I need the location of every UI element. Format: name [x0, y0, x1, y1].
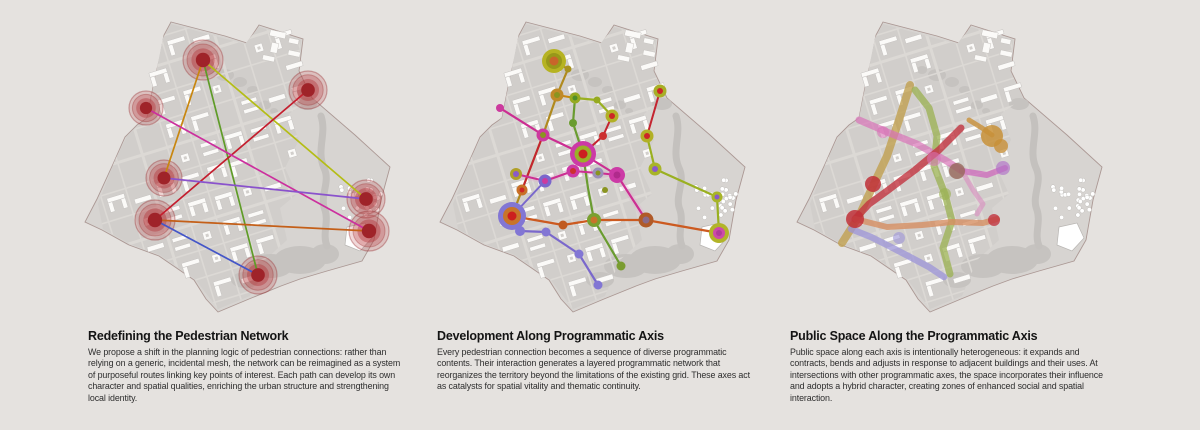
public-space-ribbon [847, 225, 948, 281]
program-node [593, 96, 601, 104]
point-of-interest [157, 171, 171, 185]
panel-title: Redefining the Pedestrian Network [88, 329, 289, 343]
public-space-zone [939, 188, 951, 200]
program-node [515, 226, 525, 236]
program-node [616, 261, 626, 271]
public-space-ribbon [855, 116, 966, 175]
public-space-zone [988, 214, 1000, 226]
point-of-interest [359, 192, 373, 206]
program-node [558, 220, 568, 230]
point-of-interest [139, 101, 153, 115]
public-space-ribbon [959, 168, 986, 217]
public-space-ribbon [911, 86, 956, 278]
programmatic-axis [645, 134, 721, 235]
public-space-zone [949, 163, 965, 179]
panel-description: Public space along each axis is intentio… [790, 346, 1103, 404]
point-of-interest [195, 52, 211, 68]
public-space-zone [927, 152, 941, 166]
public-space-ribbon [851, 124, 965, 223]
pedestrian-route [145, 107, 370, 232]
pedestrian-route [202, 59, 367, 200]
public-space-zone [865, 176, 881, 192]
program-node [496, 104, 504, 112]
public-space-zone [846, 210, 864, 228]
programmatic-axis [521, 134, 544, 191]
programmatic-axis [646, 90, 661, 137]
program-node [574, 249, 584, 259]
point-of-interest [361, 223, 377, 239]
panel-title: Development Along Programmatic Axis [437, 329, 664, 343]
panel-title: Public Space Along the Programmatic Axis [790, 329, 1038, 343]
panel-text: Public Space Along the Programmatic Axis… [790, 329, 1120, 405]
public-space-zone [893, 232, 905, 244]
point-of-interest [301, 83, 315, 97]
panel-description: Every pedestrian connection becomes a se… [437, 346, 750, 392]
panel-text: Redefining the Pedestrian Network We pro… [88, 329, 418, 405]
map-pedestrian-network [75, 8, 415, 326]
program-node [593, 280, 603, 290]
panel-public-space: Public Space Along the Programmatic Axis… [787, 0, 1137, 430]
program-node [602, 187, 608, 193]
program-node [599, 132, 607, 140]
map-public-space [787, 8, 1127, 326]
panel-programmatic-axis: Development Along Programmatic Axis Ever… [430, 0, 780, 430]
panel-pedestrian-network: Redefining the Pedestrian Network We pro… [75, 0, 425, 430]
panel-text: Development Along Programmatic Axis Ever… [437, 329, 767, 393]
program-node [564, 65, 572, 73]
program-node [541, 227, 551, 237]
map-programmatic-axis [430, 8, 770, 326]
public-space-zone [994, 139, 1008, 153]
pedestrian-route [163, 177, 367, 200]
point-of-interest [251, 268, 265, 282]
pedestrian-route [163, 59, 204, 179]
program-node [569, 119, 577, 127]
pedestrian-route [154, 219, 370, 232]
pedestrian-route [202, 59, 259, 276]
public-space-zone [996, 161, 1010, 175]
point-of-interest [147, 212, 163, 228]
public-space-ribbon [852, 216, 1000, 230]
panel-description: We propose a shift in the planning logic… [88, 346, 401, 404]
pedestrian-route [154, 219, 259, 276]
public-space-zone [877, 126, 889, 138]
